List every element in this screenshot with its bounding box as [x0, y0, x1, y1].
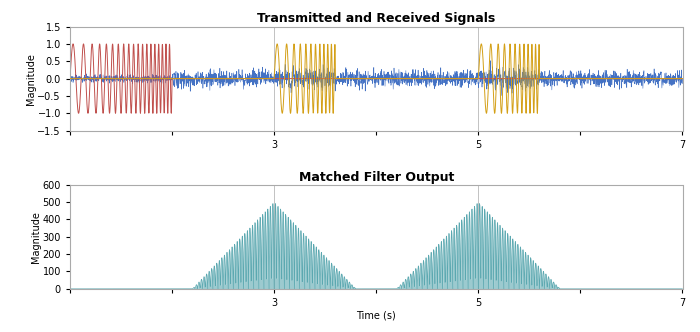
Title: Transmitted and Received Signals: Transmitted and Received Signals: [257, 12, 496, 25]
Y-axis label: Magnitude: Magnitude: [26, 53, 36, 105]
Title: Matched Filter Output: Matched Filter Output: [299, 171, 454, 184]
Y-axis label: Magnitude: Magnitude: [31, 211, 41, 263]
X-axis label: Time (s): Time (s): [356, 311, 396, 321]
